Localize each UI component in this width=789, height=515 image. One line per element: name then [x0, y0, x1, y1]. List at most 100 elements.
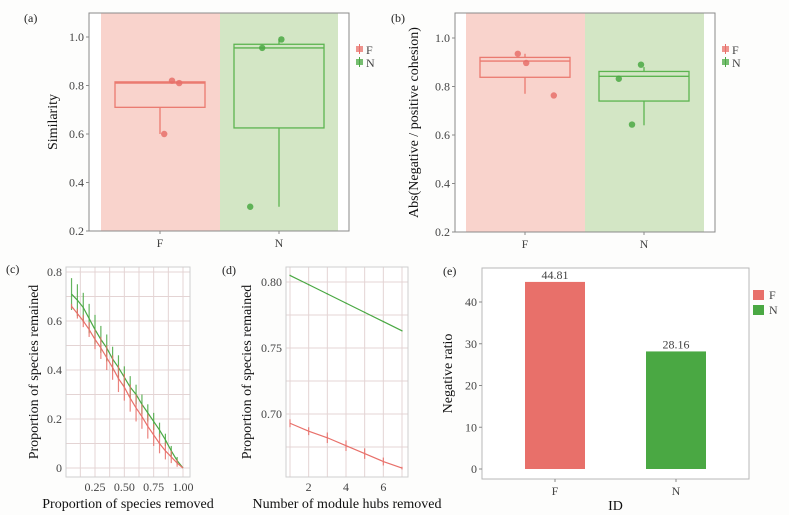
- data-point: [259, 44, 266, 52]
- y-axis-label: Proportion of species remained: [27, 285, 42, 460]
- y-tick-label: 0.80: [261, 275, 282, 289]
- y-tick-label: 0.2: [435, 225, 450, 239]
- y-tick-label: 20: [465, 379, 477, 393]
- legend-label: N: [366, 56, 375, 70]
- y-tick-label: 0.75: [261, 341, 282, 355]
- plot-border: [65, 266, 191, 478]
- data-point: [247, 203, 254, 210]
- data-point: [278, 36, 285, 43]
- x-axis-label: Proportion of species removed: [42, 497, 213, 512]
- panel-d: (d) 2 4 6 0.70 0.75 0.80 Number of module hubs …: [222, 263, 441, 512]
- x-tick-label: 0.75: [143, 480, 164, 494]
- data-point: [176, 79, 183, 87]
- legend-item-N: N: [753, 303, 778, 317]
- y-tick-label: 1.0: [435, 31, 450, 45]
- x-tick-label: N: [275, 236, 284, 250]
- y-axis-label: Abs(Negative / positive cohesion): [407, 27, 422, 218]
- series-line: [289, 274, 403, 332]
- data-point: [168, 77, 176, 84]
- data-label: 44.81: [542, 268, 569, 282]
- y-axis-label: Similarity: [46, 94, 61, 150]
- y-tick-label: 0.6: [47, 314, 62, 328]
- bar-F: [525, 281, 585, 469]
- y-tick-label: 0.6: [69, 127, 84, 141]
- x-tick-label: 0.50: [114, 480, 135, 494]
- box-N: [598, 61, 690, 128]
- legend-key: [753, 290, 764, 300]
- y-tick-label: 0.8: [69, 79, 84, 93]
- x-tick-label: F: [522, 237, 529, 251]
- y-tick-label: 1.0: [69, 30, 84, 44]
- plot-area: [481, 267, 750, 480]
- box-iqr: [598, 70, 690, 102]
- y-tick-label: 0.8: [435, 80, 450, 94]
- y-tick-label: 0.2: [69, 224, 84, 238]
- y-tick-label: 30: [465, 337, 477, 351]
- series-N: [289, 274, 403, 332]
- bar-N: [646, 351, 706, 469]
- plot-border: [285, 266, 409, 478]
- legend-key: [753, 305, 764, 315]
- legend-label: N: [769, 303, 778, 317]
- data-point: [637, 61, 645, 68]
- box-iqr: [233, 43, 325, 129]
- y-axis-label: Proportion of species remained: [240, 285, 255, 460]
- panel-e: (e) 44.81 F 28.16 N 0 10 20 30 40 ID Negative ratio…: [441, 264, 778, 514]
- series-F: [289, 419, 403, 470]
- category-background-F: [466, 13, 585, 232]
- panel-c: (c) 0.25 0.50 0.75 1.00 0 0.2 0.4 0.6 0.8 Proporti…: [6, 262, 214, 512]
- y-tick-label: 0.4: [435, 177, 450, 191]
- legend-label: N: [732, 56, 741, 70]
- plot-area: [286, 267, 408, 477]
- box-F: [114, 77, 206, 138]
- y-tick-label: 10: [465, 420, 477, 434]
- data-point: [615, 75, 622, 82]
- y-tick-label: 0.4: [47, 363, 62, 377]
- legend-item-N: N: [722, 56, 741, 70]
- legend-label: F: [732, 43, 739, 57]
- box-N: [233, 36, 325, 210]
- x-tick-label: 2: [306, 480, 312, 494]
- legend-label: F: [769, 288, 776, 302]
- y-tick-label: 40: [465, 295, 477, 309]
- panel-label: (b): [391, 11, 405, 25]
- data-point: [550, 92, 557, 99]
- legend-item-F: F: [753, 288, 776, 302]
- box-F: [479, 50, 571, 99]
- x-tick-label: F: [157, 236, 164, 250]
- legend-item-F: F: [356, 43, 373, 57]
- x-tick-label: 4: [343, 480, 349, 494]
- panel-label: (d): [222, 263, 236, 277]
- y-tick-label: 0.70: [261, 407, 282, 421]
- y-tick-label: 0.4: [69, 176, 84, 190]
- x-tick-label: 6: [380, 480, 386, 494]
- panel-label: (a): [24, 11, 37, 25]
- y-axis-label: Negative ratio: [441, 334, 456, 414]
- box-iqr: [479, 56, 571, 78]
- y-tick-label: 0.6: [435, 128, 450, 142]
- series-F: [70, 303, 184, 469]
- plot-border: [88, 12, 350, 232]
- x-axis-label: Number of module hubs removed: [253, 497, 442, 512]
- data-point: [514, 50, 521, 57]
- panel-label: (e): [443, 264, 456, 278]
- x-axis-label: ID: [608, 499, 623, 514]
- x-tick-label: N: [640, 237, 649, 251]
- y-tick-label: 0.8: [47, 265, 62, 279]
- legend-item-N: N: [356, 56, 375, 70]
- legend-label: F: [366, 43, 373, 57]
- panel-label: (c): [6, 262, 19, 276]
- x-tick-label: 1.00: [173, 480, 194, 494]
- series-line: [289, 422, 403, 469]
- plot-border: [454, 12, 716, 233]
- box-iqr: [114, 81, 206, 108]
- data-point: [628, 121, 636, 128]
- series-line: [71, 305, 184, 469]
- x-tick-label: 0.25: [85, 480, 106, 494]
- data-point: [161, 130, 168, 138]
- data-label: 28.16: [663, 337, 690, 351]
- x-tick-label: N: [672, 484, 681, 498]
- data-point: [523, 59, 530, 67]
- series-line: [71, 293, 184, 469]
